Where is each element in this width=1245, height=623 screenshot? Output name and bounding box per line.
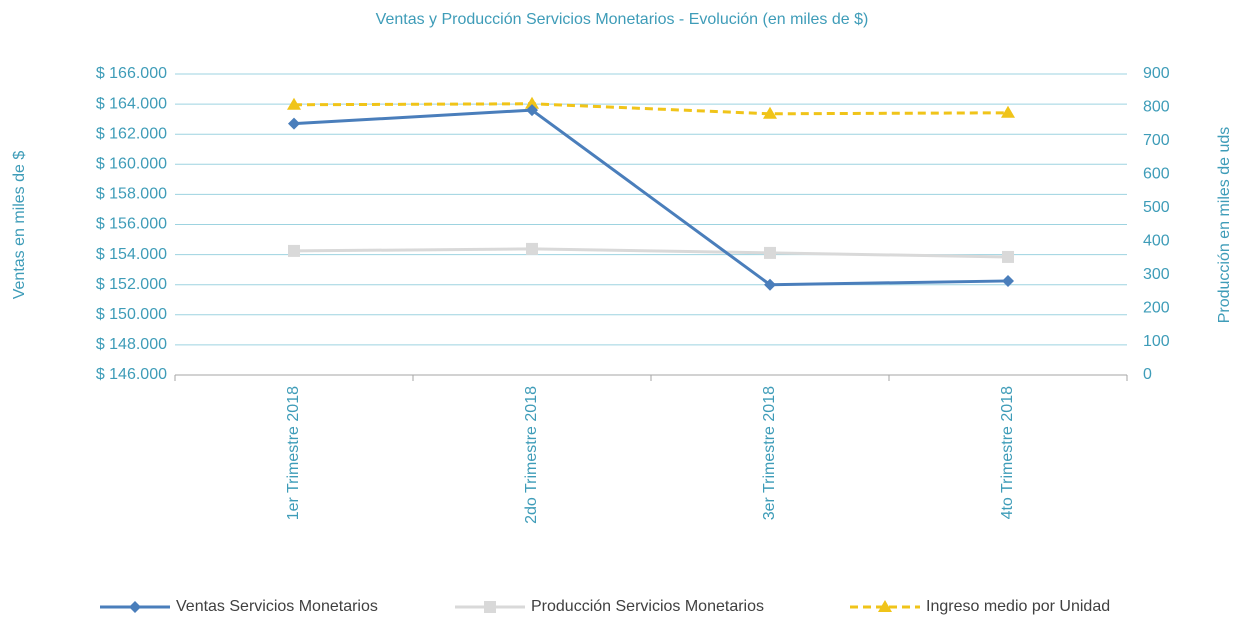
data-point bbox=[526, 104, 538, 117]
y2-axis-label: Producción en miles de uds bbox=[1216, 127, 1233, 324]
data-point bbox=[764, 278, 776, 291]
data-point bbox=[763, 106, 777, 119]
legend-marker bbox=[878, 600, 892, 612]
data-point bbox=[525, 96, 539, 109]
y-tick-label: $ 146.000 bbox=[96, 366, 167, 383]
y2-tick-label: 400 bbox=[1143, 232, 1170, 249]
y2-tick-label: 700 bbox=[1143, 132, 1170, 149]
chart-title: Ventas y Producción Servicios Monetarios… bbox=[376, 11, 869, 28]
y-tick-label: $ 154.000 bbox=[96, 246, 167, 263]
y2-tick-label: 600 bbox=[1143, 166, 1170, 183]
y-tick-label: $ 152.000 bbox=[96, 276, 167, 293]
legend-label: Producción Servicios Monetarios bbox=[531, 598, 764, 615]
legend-label: Ventas Servicios Monetarios bbox=[176, 598, 378, 615]
data-point bbox=[1002, 250, 1014, 263]
y2-tick-label: 300 bbox=[1143, 266, 1170, 283]
y-tick-label: $ 150.000 bbox=[96, 306, 167, 323]
series-line bbox=[293, 247, 1009, 259]
data-point bbox=[1001, 105, 1015, 118]
legend-marker bbox=[129, 601, 141, 613]
y2-tick-label: 200 bbox=[1143, 299, 1170, 316]
y2-tick-label: 500 bbox=[1143, 199, 1170, 216]
data-point bbox=[288, 244, 300, 257]
series-line bbox=[293, 108, 1009, 287]
y2-tick-label: 800 bbox=[1143, 99, 1170, 116]
legend-label: Ingreso medio por Unidad bbox=[926, 598, 1110, 615]
y-tick-label: $ 148.000 bbox=[96, 336, 167, 353]
y-tick-label: $ 162.000 bbox=[96, 125, 167, 142]
x-tick-label: 2do Trimestre 2018 bbox=[523, 386, 540, 524]
y2-tick-label: 900 bbox=[1143, 65, 1170, 82]
y-tick-label: $ 160.000 bbox=[96, 156, 167, 173]
series-line bbox=[293, 102, 1009, 116]
y-tick-label: $ 158.000 bbox=[96, 186, 167, 203]
y-tick-label: $ 156.000 bbox=[96, 216, 167, 233]
y-tick-label: $ 164.000 bbox=[96, 95, 167, 112]
data-point bbox=[526, 242, 538, 255]
data-point bbox=[1002, 274, 1014, 287]
x-tick-label: 4to Trimestre 2018 bbox=[999, 386, 1016, 520]
data-point bbox=[764, 246, 776, 259]
data-point bbox=[287, 97, 301, 110]
x-tick-label: 1er Trimestre 2018 bbox=[285, 386, 302, 520]
legend-marker bbox=[484, 601, 496, 613]
y2-tick-label: 0 bbox=[1143, 366, 1152, 383]
x-tick-label: 3er Trimestre 2018 bbox=[761, 386, 778, 520]
y-axis-label: Ventas en miles de $ bbox=[11, 151, 28, 300]
y2-tick-label: 100 bbox=[1143, 333, 1170, 350]
data-point bbox=[288, 117, 300, 130]
y-tick-label: $ 166.000 bbox=[96, 65, 167, 82]
